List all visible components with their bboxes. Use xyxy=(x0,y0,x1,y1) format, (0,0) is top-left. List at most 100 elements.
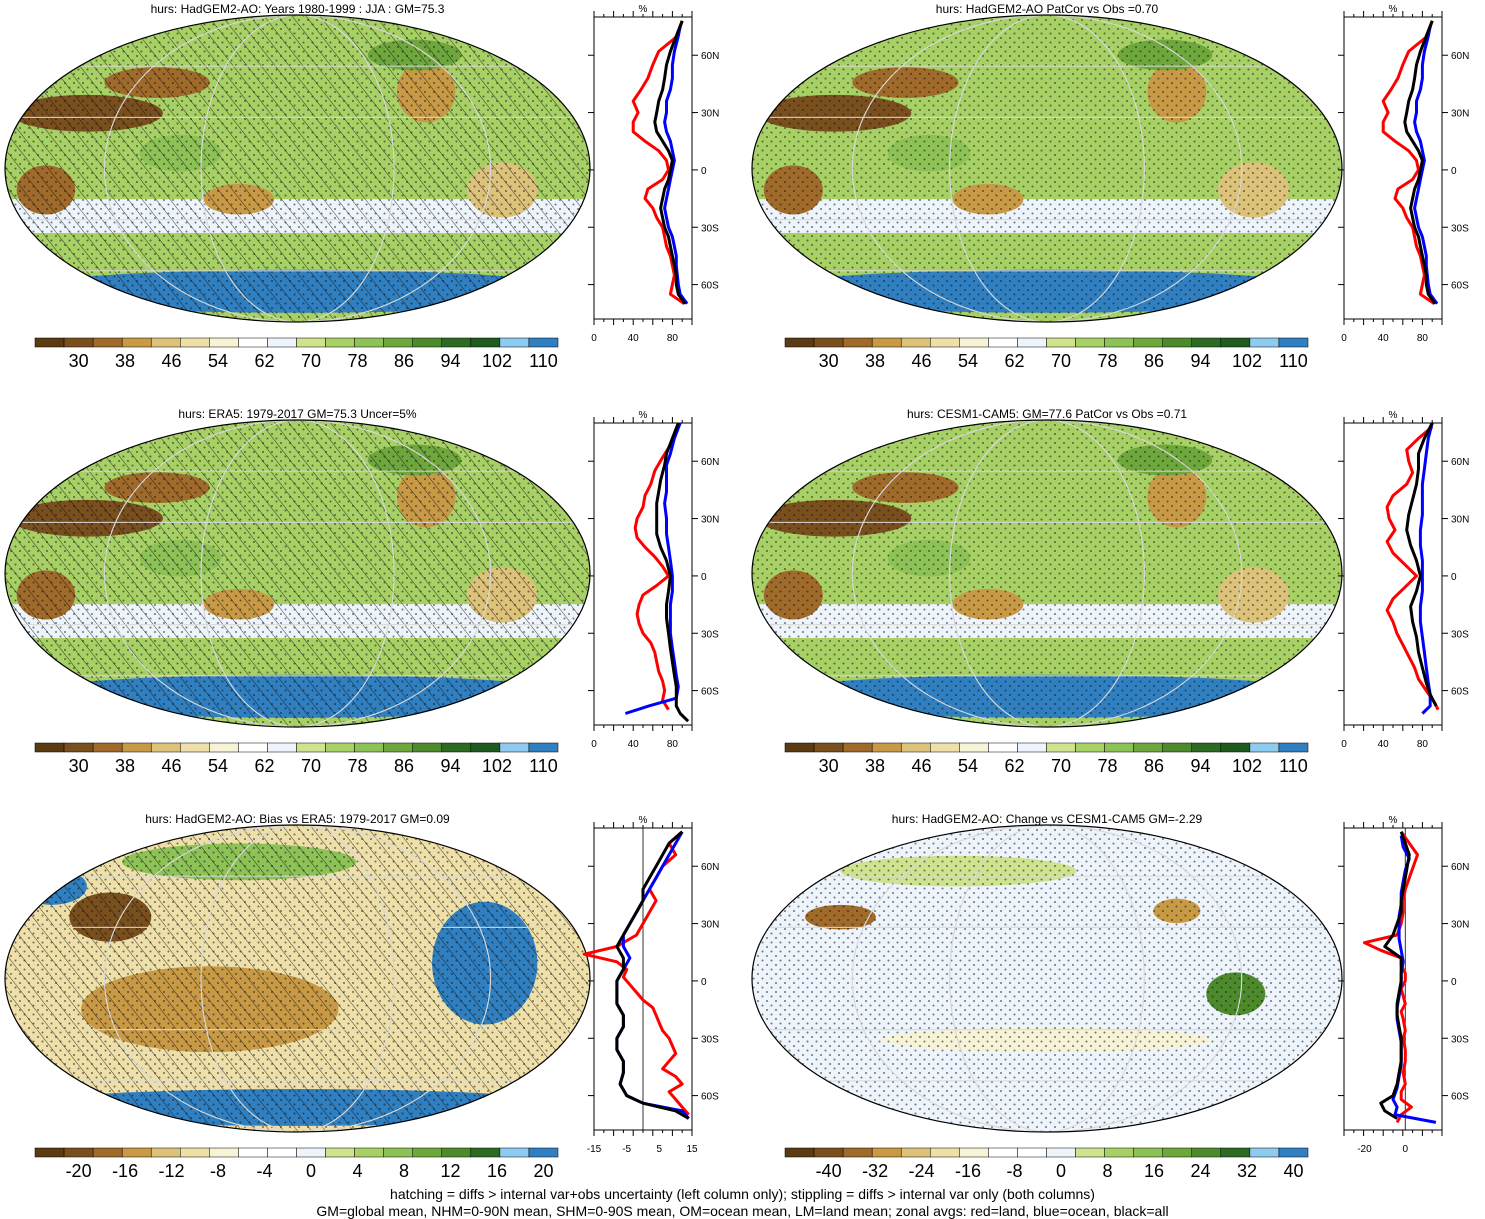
colorbar-swatch xyxy=(528,1147,559,1158)
colorbar-label: 62 xyxy=(255,756,275,776)
zonal-profile: % 0 40 80 60N 30N 0 30S 60S xyxy=(588,410,719,750)
profile-frame xyxy=(1343,827,1443,1131)
colorbar-label: 110 xyxy=(529,351,558,371)
colorbar-label: 86 xyxy=(394,756,414,776)
colorbar-label: 62 xyxy=(1005,756,1025,776)
colorbar-label: 78 xyxy=(1098,756,1118,776)
colorbar-label: 86 xyxy=(394,351,414,371)
footer-line-1: hatching = diffs > internal var+obs unce… xyxy=(390,1186,1095,1202)
colorbar-swatch xyxy=(930,742,960,753)
colorbar-swatch xyxy=(842,337,873,348)
series-line-2 xyxy=(1418,422,1434,715)
profile-xtick-label: -20 xyxy=(1357,1144,1372,1155)
colorbar-swatch xyxy=(871,742,902,753)
colorbar-swatch xyxy=(1046,1147,1076,1158)
map-5 xyxy=(5,825,590,1132)
profile-ytick-label: 0 xyxy=(701,572,707,583)
colorbar-swatch xyxy=(121,337,152,348)
colorbar-swatch xyxy=(412,742,443,753)
colorbar-swatch xyxy=(121,1147,152,1158)
colorbar-label: 78 xyxy=(348,756,368,776)
colorbar-swatch xyxy=(1220,742,1251,753)
colorbar: 30 38 46 54 62 70 78 86 94 102 110 xyxy=(784,742,1309,776)
colorbar-swatch xyxy=(959,337,989,348)
series-line-3 xyxy=(1379,831,1411,1120)
colorbar-swatch xyxy=(988,742,1018,753)
profile-xtick-label: -15 xyxy=(587,1144,602,1155)
map-border xyxy=(4,419,591,728)
colorbar-label: 70 xyxy=(301,351,321,371)
gridline-lon xyxy=(949,15,1145,322)
colorbar-swatch xyxy=(1104,742,1134,753)
map-6 xyxy=(752,825,1342,1132)
colorbar-swatch xyxy=(267,742,297,753)
colorbar-swatch xyxy=(150,742,181,753)
colorbar-label: 30 xyxy=(69,756,89,776)
hatching xyxy=(5,420,590,727)
colorbar-label: 110 xyxy=(1279,756,1308,776)
colorbar-label: 38 xyxy=(865,351,885,371)
profile-xtick-label: 0 xyxy=(1341,739,1347,750)
colorbar-swatch xyxy=(959,1147,989,1158)
series-line-3 xyxy=(615,830,690,1120)
colorbar-swatch xyxy=(180,1147,210,1158)
colorbar-swatch xyxy=(499,742,530,753)
colorbar-swatch xyxy=(900,742,931,753)
colorbar-swatch xyxy=(1191,742,1222,753)
colorbar-swatch xyxy=(209,742,239,753)
profile-ytick-label: 60N xyxy=(1451,862,1469,873)
colorbar-label: -16 xyxy=(955,1161,981,1181)
colorbar-label: 0 xyxy=(306,1161,316,1181)
series-line-3 xyxy=(1403,20,1437,305)
panel-2: hurs: HadGEM2-AO PatCor vs Obs =0.70 30 38… xyxy=(751,2,1469,371)
colorbar-label: 94 xyxy=(440,756,460,776)
colorbar-swatch xyxy=(296,742,326,753)
map-border xyxy=(4,824,591,1133)
colorbar-label: 70 xyxy=(1051,756,1071,776)
profile-ytick-label: 60S xyxy=(1451,281,1469,292)
colorbar-swatch xyxy=(63,742,94,753)
colorbar-swatch xyxy=(1133,742,1163,753)
profile-ytick-label: 60N xyxy=(701,862,719,873)
colorbar-label: 78 xyxy=(1098,351,1118,371)
profile-unit: % xyxy=(639,410,648,421)
colorbar-swatch xyxy=(1133,337,1163,348)
colorbar-swatch xyxy=(150,337,181,348)
zonal-profile: % 0 40 80 60N 30N 0 30S 60S xyxy=(1338,4,1469,344)
colorbar-swatch xyxy=(1075,1147,1105,1158)
colorbar-label: 30 xyxy=(819,756,839,776)
map-border xyxy=(4,14,591,323)
gridline-lon xyxy=(851,825,1243,1132)
profile-xtick-label: 15 xyxy=(686,1144,698,1155)
colorbar-swatch xyxy=(871,337,902,348)
colorbar-label: 86 xyxy=(1144,351,1164,371)
colorbar-swatch xyxy=(180,337,210,348)
colorbar-swatch xyxy=(1278,1147,1309,1158)
profile-ytick-label: 0 xyxy=(1451,572,1457,583)
profile-ytick-label: 60N xyxy=(1451,51,1469,62)
series-line-3 xyxy=(653,20,687,305)
series-line-1 xyxy=(1362,830,1419,1124)
colorbar-swatch xyxy=(813,742,844,753)
colorbar-label: 46 xyxy=(162,756,182,776)
colorbar-label: 30 xyxy=(69,351,89,371)
colorbar-swatch xyxy=(180,742,210,753)
profile-ytick-label: 60S xyxy=(701,1092,719,1103)
colorbar-swatch xyxy=(92,742,123,753)
profile-xtick-label: 40 xyxy=(628,333,640,344)
colorbar-swatch xyxy=(150,1147,181,1158)
profile-xtick-label: 0 xyxy=(591,739,597,750)
colorbar: 30 38 46 54 62 70 78 86 94 102 110 xyxy=(34,337,559,371)
profile-ytick-label: 30S xyxy=(1451,629,1469,640)
colorbar-swatch xyxy=(354,742,384,753)
series-line-3 xyxy=(1405,422,1438,707)
hatching xyxy=(5,825,590,1132)
colorbar-swatch xyxy=(1075,337,1105,348)
colorbar-swatch xyxy=(470,1147,501,1158)
colorbar-swatch xyxy=(441,337,472,348)
colorbar-swatch xyxy=(900,337,931,348)
colorbar-label: 78 xyxy=(348,351,368,371)
colorbar-label: 54 xyxy=(958,756,978,776)
colorbar-swatch xyxy=(900,1147,931,1158)
